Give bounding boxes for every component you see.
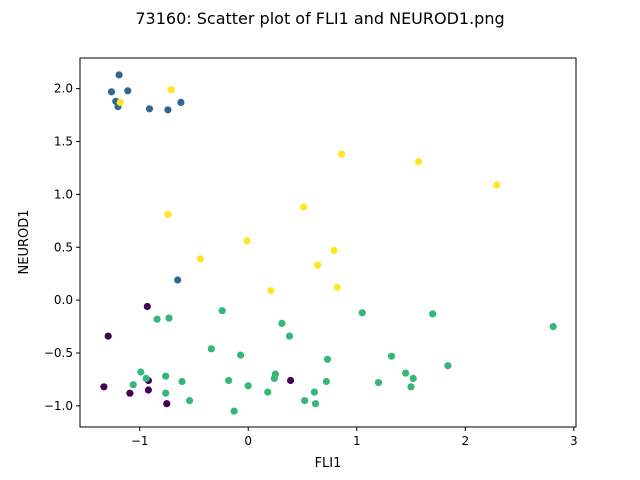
data-point bbox=[287, 376, 295, 385]
data-point bbox=[225, 376, 233, 385]
data-point bbox=[167, 86, 175, 94]
x-axis-label: FLI1 bbox=[315, 456, 342, 471]
x-tick-label: 1 bbox=[353, 434, 361, 448]
data-point bbox=[178, 377, 186, 386]
data-point bbox=[264, 388, 272, 396]
data-point bbox=[196, 255, 205, 263]
data-point bbox=[162, 372, 170, 380]
data-point bbox=[142, 374, 150, 382]
y-axis-label: NEUROD1 bbox=[17, 210, 32, 275]
data-point bbox=[387, 352, 396, 360]
data-point bbox=[278, 319, 286, 327]
data-point bbox=[333, 283, 341, 291]
plot-frame bbox=[79, 57, 577, 428]
data-point bbox=[124, 87, 132, 95]
ticks-layer: −1 0 1 2 3 −1.0 −0.5 0.0 0.5 1.0 1.5 2.0 bbox=[44, 82, 578, 448]
data-point bbox=[314, 261, 322, 269]
data-point bbox=[374, 379, 383, 387]
data-point bbox=[493, 181, 501, 189]
y-tick-label: 0.0 bbox=[54, 293, 73, 307]
data-point bbox=[243, 237, 251, 245]
data-point bbox=[107, 88, 116, 96]
points-layer bbox=[100, 71, 557, 415]
data-point bbox=[301, 397, 309, 405]
data-point bbox=[549, 323, 557, 331]
y-tick-label: 2.0 bbox=[54, 82, 73, 96]
data-point bbox=[100, 383, 108, 391]
data-point bbox=[429, 310, 437, 318]
data-point bbox=[164, 210, 172, 219]
data-point bbox=[230, 407, 238, 415]
data-point bbox=[126, 389, 134, 397]
y-tick-label: 1.0 bbox=[54, 187, 73, 201]
x-tick-label: 2 bbox=[461, 434, 469, 448]
data-point bbox=[186, 397, 194, 405]
data-point bbox=[143, 302, 151, 311]
data-point bbox=[244, 382, 252, 390]
data-point bbox=[163, 400, 171, 408]
data-point bbox=[322, 377, 330, 386]
data-point bbox=[407, 383, 415, 391]
data-point bbox=[218, 307, 226, 315]
data-point bbox=[338, 150, 346, 158]
data-point bbox=[310, 388, 318, 396]
data-point bbox=[409, 374, 417, 382]
data-point bbox=[415, 158, 423, 166]
data-point bbox=[444, 362, 452, 370]
data-point bbox=[311, 400, 320, 408]
data-point bbox=[267, 287, 275, 295]
data-point bbox=[104, 332, 112, 340]
data-point bbox=[116, 98, 124, 106]
data-point bbox=[174, 276, 182, 284]
y-tick-label: −0.5 bbox=[44, 346, 73, 360]
x-tick-label: 0 bbox=[244, 434, 252, 448]
data-point bbox=[300, 203, 308, 211]
data-point bbox=[164, 106, 172, 114]
data-point bbox=[129, 381, 137, 389]
data-point bbox=[177, 98, 185, 106]
data-point bbox=[115, 71, 123, 79]
data-point bbox=[285, 332, 294, 340]
chart-title: 73160: Scatter plot of FLI1 and NEUROD1.… bbox=[135, 9, 504, 28]
y-tick-label: 1.5 bbox=[54, 135, 73, 149]
data-point bbox=[207, 345, 215, 353]
data-point bbox=[145, 105, 154, 113]
y-tick-label: −1.0 bbox=[44, 399, 73, 413]
data-point bbox=[137, 368, 145, 376]
data-point bbox=[144, 386, 152, 394]
data-point bbox=[165, 314, 173, 322]
data-point bbox=[323, 355, 332, 363]
x-tick-label: −1 bbox=[131, 434, 149, 448]
data-point bbox=[330, 246, 338, 254]
x-tick-label: 3 bbox=[570, 434, 578, 448]
y-tick-label: 0.5 bbox=[54, 240, 73, 254]
data-point bbox=[402, 369, 410, 377]
data-point bbox=[237, 351, 245, 359]
data-point bbox=[162, 389, 170, 397]
data-point bbox=[153, 315, 161, 323]
data-point bbox=[358, 309, 366, 317]
data-point bbox=[270, 374, 278, 382]
